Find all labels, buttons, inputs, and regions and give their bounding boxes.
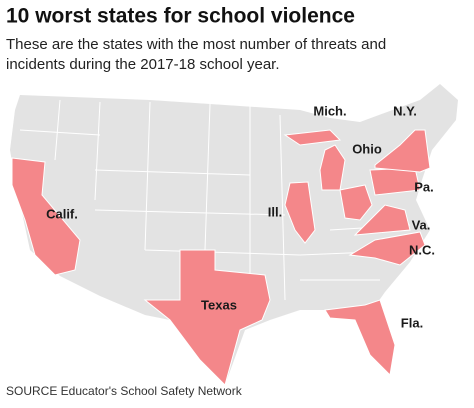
- state-florida: [324, 299, 396, 377]
- state-label: Va.: [412, 217, 431, 232]
- state-label: Calif.: [46, 206, 78, 221]
- title: 10 worst states for school violence: [6, 5, 355, 28]
- source: SOURCE Educator's School Safety Network: [6, 384, 243, 398]
- state-label: N.C.: [409, 242, 435, 257]
- state-michigan-upper: [283, 129, 342, 146]
- state-label: Fla.: [401, 315, 423, 330]
- state-labels: Mich. N.Y. Ohio Pa. Calif. Ill. Va. N.C. Texas Fl…: [46, 103, 435, 330]
- subtitle-line: These are the states with the most numbe…: [6, 36, 386, 53]
- state-illinois: [284, 181, 316, 244]
- us-map: [10, 84, 458, 386]
- state-label: Mich.: [313, 103, 346, 118]
- state-label: N.Y.: [393, 103, 417, 118]
- state-label: Texas: [201, 297, 237, 312]
- state-california: [11, 157, 81, 276]
- state-pennsylvania: [369, 167, 421, 196]
- state-label: Pa.: [414, 179, 434, 194]
- state-virginia: [353, 204, 411, 236]
- state-label: Ohio: [352, 141, 382, 156]
- state-north-carolina: [348, 231, 426, 266]
- state-ohio: [339, 184, 373, 221]
- state-texas: [143, 249, 271, 386]
- state-label: Ill.: [268, 204, 282, 219]
- state-new-york: [374, 129, 431, 173]
- subtitle-line: incidents during the 2017-18 school year…: [6, 56, 280, 73]
